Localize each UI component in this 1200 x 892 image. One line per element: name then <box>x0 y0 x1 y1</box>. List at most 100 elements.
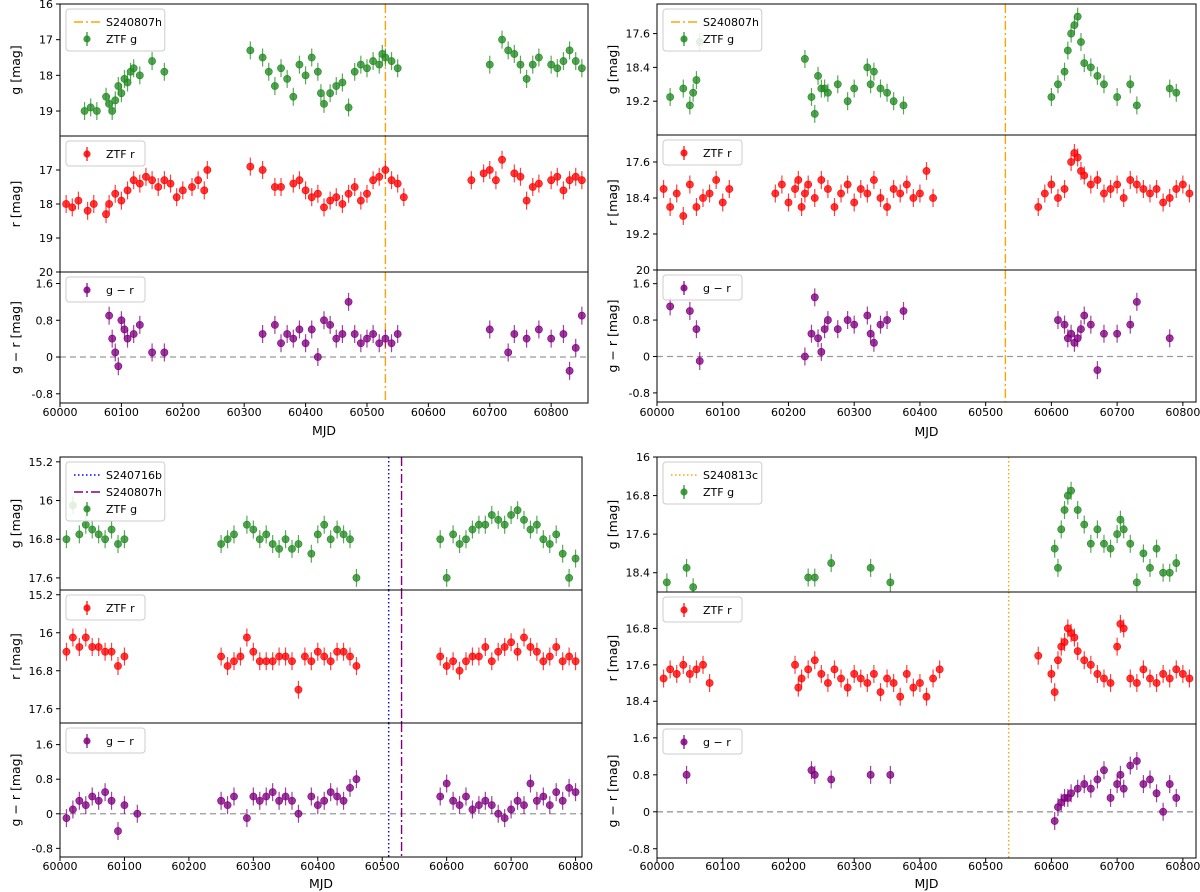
data-point <box>571 172 580 181</box>
x-tick-label: 60400 <box>902 406 937 419</box>
data-point <box>800 55 809 63</box>
legend-label: g − r <box>106 284 134 297</box>
data-point <box>794 683 803 692</box>
x-tick-label: 60000 <box>43 406 78 419</box>
data-point <box>262 530 271 539</box>
x-tick-label: 60700 <box>472 406 507 419</box>
data-point <box>1063 46 1072 55</box>
data-point <box>338 200 347 208</box>
data-point <box>1080 656 1089 665</box>
data-point <box>516 172 525 181</box>
data-point <box>307 549 316 558</box>
data-point <box>381 334 390 343</box>
data-point <box>223 535 232 544</box>
legend-marker-swatch <box>680 35 688 43</box>
data-point <box>1077 38 1085 46</box>
data-point <box>850 84 859 93</box>
data-point <box>275 652 284 661</box>
data-point <box>62 647 71 656</box>
data-point <box>1073 647 1082 656</box>
data-point <box>1172 794 1181 802</box>
x-tick-label: 60200 <box>165 406 200 419</box>
data-point <box>685 307 694 315</box>
data-series <box>659 614 1194 706</box>
data-point <box>120 535 129 544</box>
data-point <box>1080 171 1089 180</box>
data-point <box>455 801 464 810</box>
chart-4-panel-1: 16 16.8 17.6 18.4 g [mag] S240813c ZTF g <box>605 451 1197 593</box>
data-point <box>866 770 875 779</box>
data-point <box>870 67 878 76</box>
data-point <box>909 194 918 202</box>
data-point <box>1165 334 1174 343</box>
data-point <box>1132 180 1141 189</box>
data-point <box>108 334 117 343</box>
data-point <box>547 334 556 343</box>
data-point <box>1113 93 1122 101</box>
data-point <box>188 183 196 191</box>
data-point <box>148 176 156 185</box>
data-point <box>510 330 519 338</box>
y-axis-label: g [mag] <box>605 500 620 549</box>
data-point <box>814 71 822 80</box>
x-axis-label: MJD <box>309 876 333 891</box>
data-point <box>689 583 698 592</box>
data-point <box>123 186 132 195</box>
data-point <box>827 775 836 784</box>
data-point <box>577 311 586 320</box>
data-point <box>485 166 494 174</box>
y-tick-label: 0.8 <box>633 769 651 782</box>
data-point <box>1119 784 1128 793</box>
data-point <box>275 544 284 553</box>
data-point <box>479 169 488 178</box>
data-point <box>513 647 522 656</box>
legend-box <box>65 140 146 167</box>
data-point <box>230 792 238 801</box>
data-point <box>338 78 347 87</box>
data-point <box>246 46 255 55</box>
data-point <box>662 578 671 587</box>
data-point <box>791 185 799 193</box>
x-tick-label: 60200 <box>771 860 806 873</box>
data-point <box>565 366 574 375</box>
data-point <box>236 652 245 661</box>
legend-marker-swatch <box>83 505 91 513</box>
data-point <box>281 792 290 801</box>
data-point <box>301 186 310 195</box>
legend-marker-swatch <box>680 488 688 496</box>
data-point <box>929 194 937 202</box>
data-point <box>301 71 310 80</box>
data-point <box>88 792 97 801</box>
data-point <box>552 788 561 797</box>
data-point <box>88 525 97 534</box>
data-point <box>558 657 567 666</box>
data-point <box>520 801 528 810</box>
data-point <box>804 180 813 189</box>
y-tick-label: -0.8 <box>32 388 53 401</box>
data-point <box>68 633 77 642</box>
legend: ZTF r <box>65 140 146 167</box>
data-series <box>62 770 580 841</box>
data-point <box>883 88 891 97</box>
data-series <box>105 292 586 380</box>
data-point <box>1185 189 1194 198</box>
data-point <box>526 525 535 534</box>
legend-label: g − r <box>106 735 134 748</box>
data-point <box>672 670 681 678</box>
data-point <box>902 180 911 189</box>
data-point <box>1086 180 1095 189</box>
data-point <box>352 574 361 582</box>
data-point <box>507 511 516 519</box>
data-point <box>504 46 513 55</box>
data-point <box>356 339 365 348</box>
data-point <box>876 194 885 202</box>
legend-label: S240716b <box>106 469 162 482</box>
x-tick-label: 60500 <box>968 860 1003 873</box>
data-point <box>916 189 924 198</box>
data-point <box>666 665 675 674</box>
data-point <box>455 666 464 675</box>
data-point <box>659 674 668 683</box>
data-point <box>553 172 562 181</box>
data-point <box>510 169 519 178</box>
